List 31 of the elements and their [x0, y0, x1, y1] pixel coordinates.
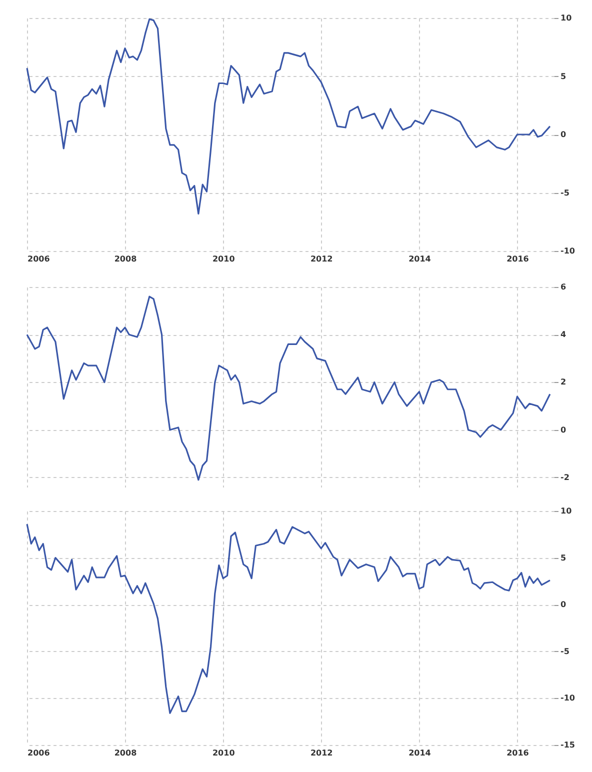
x-tick-label: 2010 — [212, 254, 236, 264]
y-tick-label: 0 — [560, 425, 566, 434]
x-tick-label: 2008 — [114, 254, 138, 264]
x-tick-label: 2014 — [408, 254, 432, 264]
y-tick-label: -5 — [560, 188, 570, 198]
x-tick-label: 2006 — [28, 748, 50, 758]
y-tick-label: 0 — [560, 130, 566, 139]
line-series — [26, 296, 551, 481]
x-tick-label: 2010 — [212, 748, 236, 758]
y-tick-label: 4 — [560, 330, 566, 340]
y-tick-label: 10 — [560, 14, 572, 22]
x-tick-label: 2012 — [310, 254, 333, 264]
x-tick-label: 2016 — [506, 748, 530, 758]
y-tick-label: -10 — [560, 246, 576, 256]
x-tick-label: 2016 — [506, 254, 530, 264]
y-tick-label: 2 — [560, 378, 566, 387]
x-tick-label: 2008 — [114, 748, 138, 758]
x-tick-label: 2006 — [28, 254, 50, 264]
y-tick-label: 5 — [560, 72, 566, 81]
y-tick-label: 10 — [560, 506, 572, 516]
y-tick-label: -15 — [560, 740, 576, 750]
y-tick-label: -2 — [560, 472, 570, 482]
y-tick-label: 6 — [560, 282, 566, 292]
y-tick-label: -5 — [560, 646, 570, 656]
x-tick-label: 2014 — [408, 748, 432, 758]
line-series — [26, 523, 551, 714]
y-tick-label: 0 — [560, 600, 566, 610]
y-tick-label: 5 — [560, 553, 566, 562]
y-tick-label: -10 — [560, 694, 576, 703]
line-series — [26, 18, 551, 215]
x-tick-label: 2012 — [310, 748, 333, 758]
